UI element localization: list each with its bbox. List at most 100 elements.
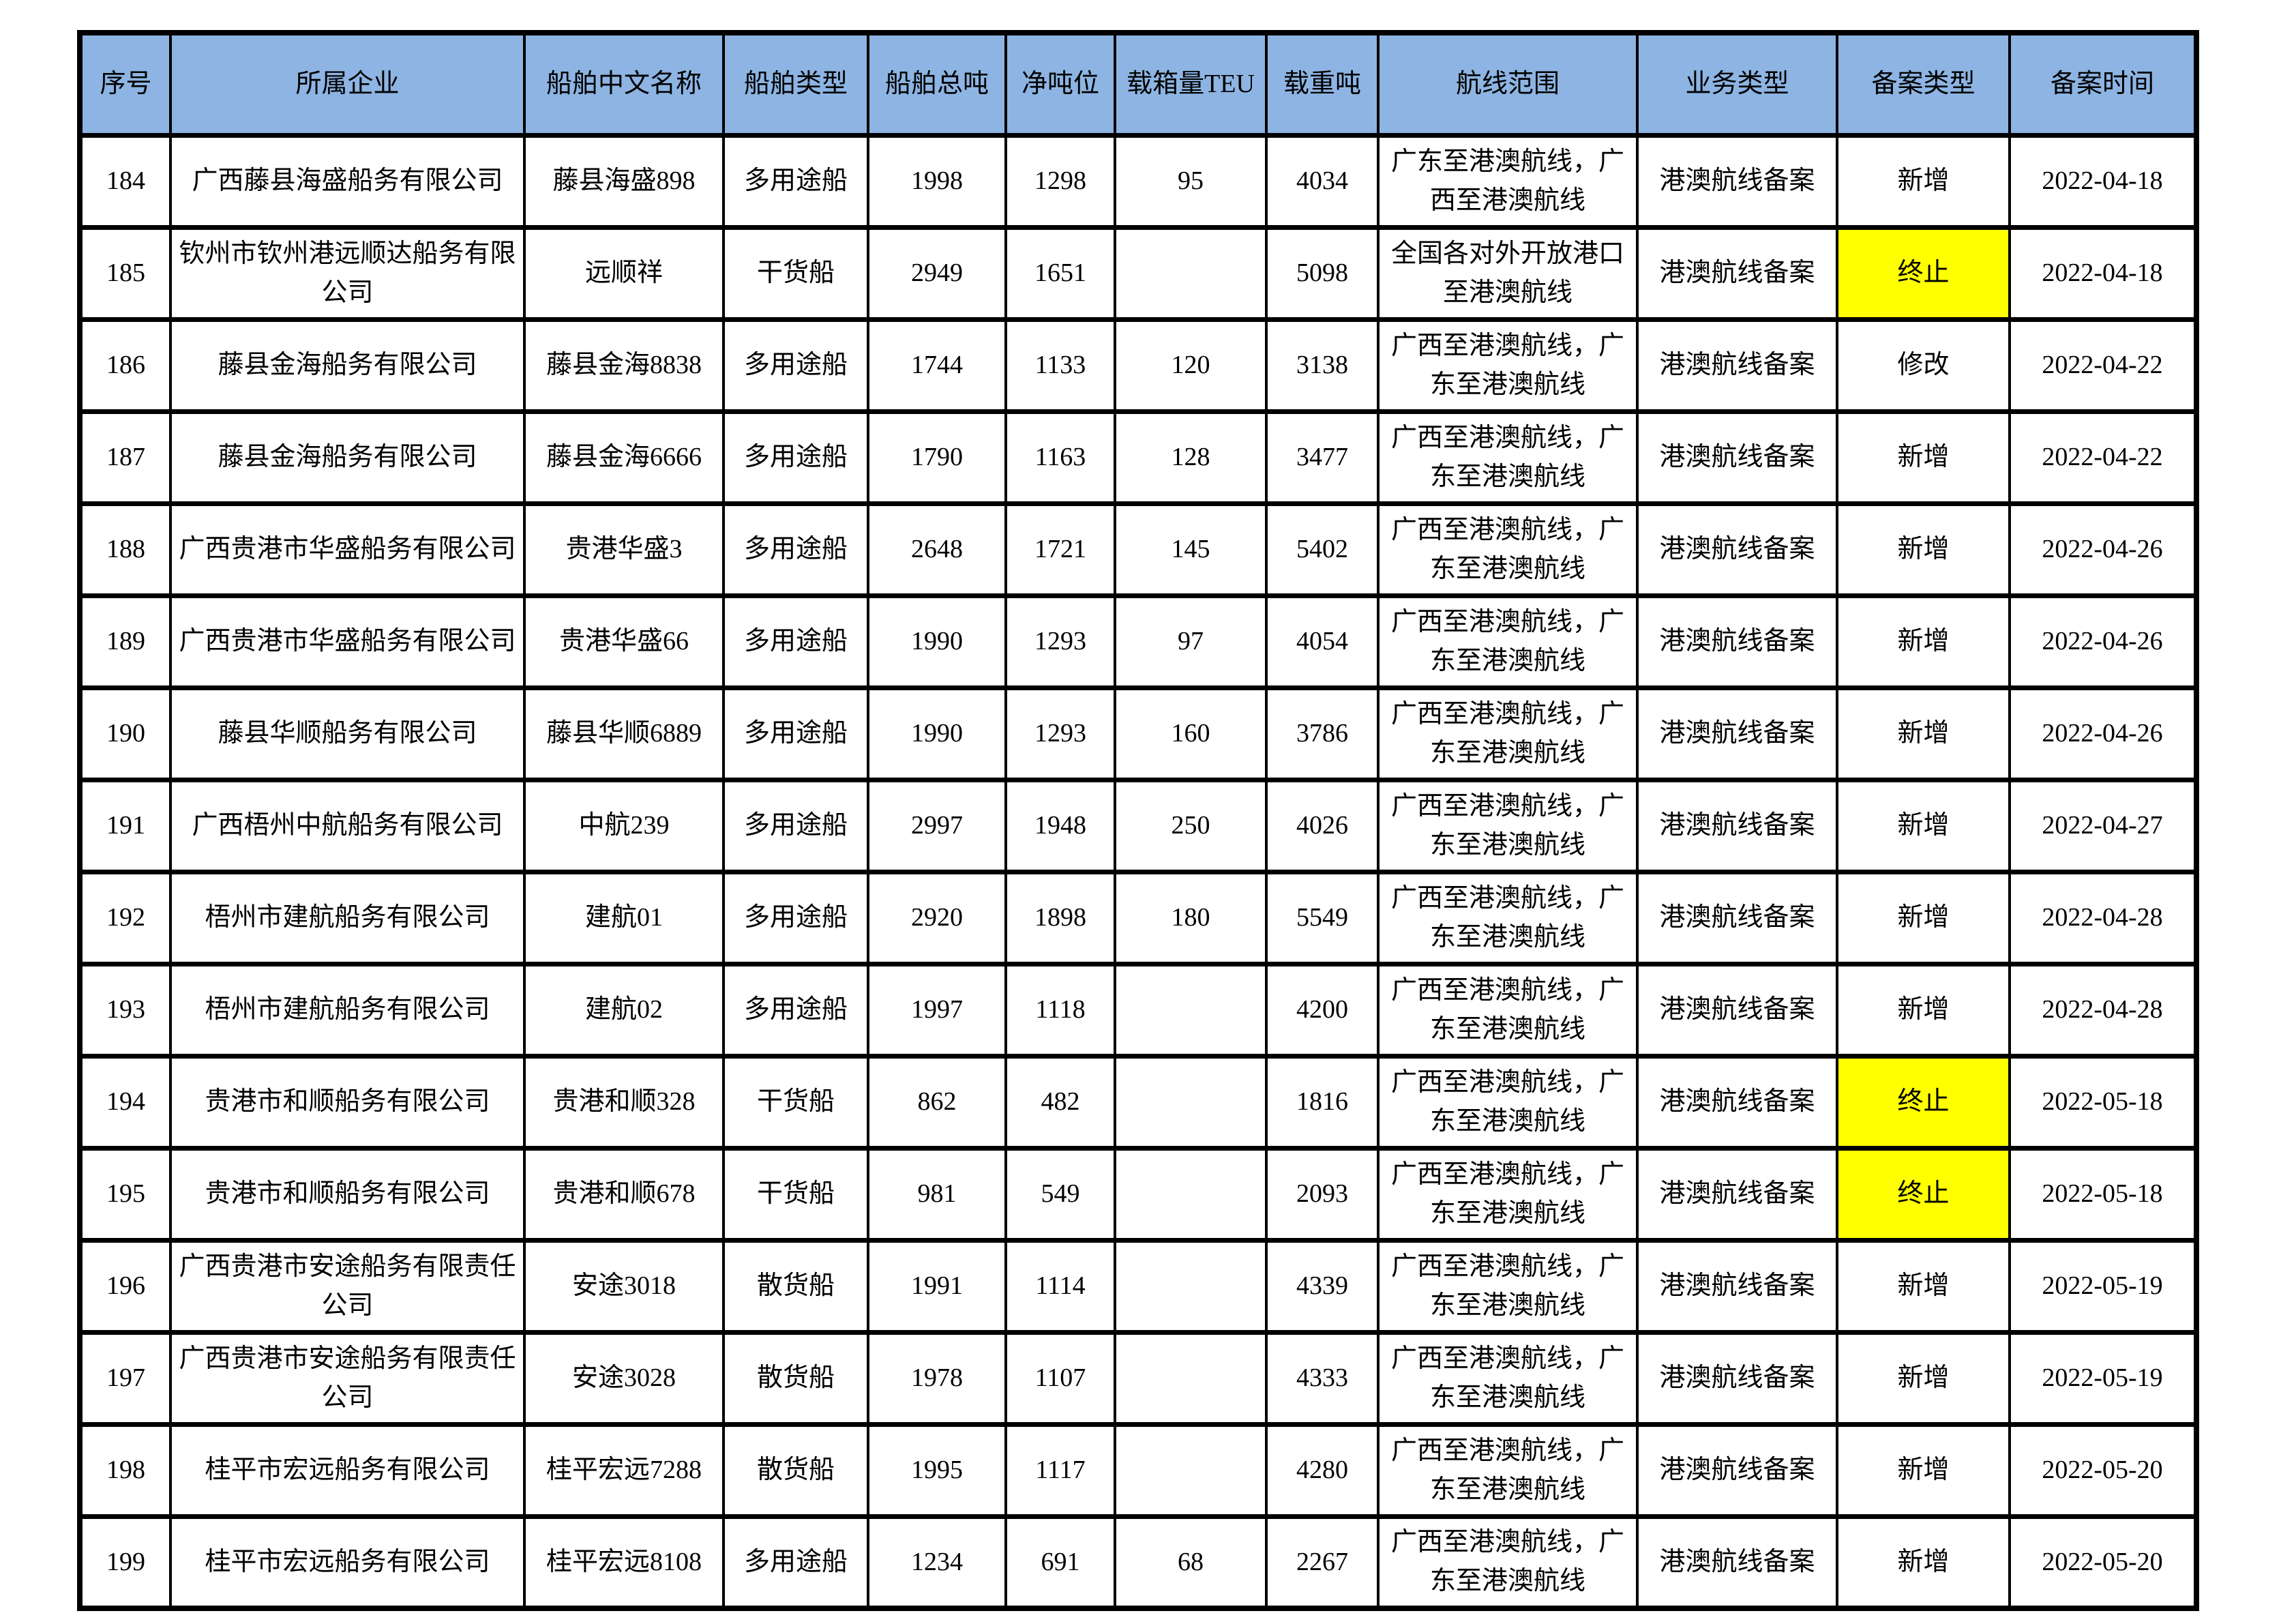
header-record-type: 备案类型 bbox=[1836, 30, 2011, 138]
cell-company: 贵港市和顺船务有限公司 bbox=[169, 1053, 526, 1151]
header-gross-tonnage: 船舶总吨 bbox=[867, 30, 1007, 138]
cell-net-tonnage: 1651 bbox=[1004, 224, 1116, 322]
cell-deadweight: 3786 bbox=[1265, 685, 1380, 782]
cell-teu bbox=[1114, 1053, 1268, 1151]
table-row: 191 广西梧州中航船务有限公司 中航239 多用途船 2997 1948 25… bbox=[78, 777, 2198, 874]
cell-company: 藤县金海船务有限公司 bbox=[169, 409, 526, 506]
cell-record-type: 新增 bbox=[1836, 132, 2011, 230]
cell-gross-tonnage: 2997 bbox=[867, 777, 1007, 874]
cell-record-date: 2022-04-28 bbox=[2008, 869, 2198, 966]
header-company: 所属企业 bbox=[169, 30, 526, 138]
cell-seq: 184 bbox=[78, 132, 172, 230]
cell-record-date: 2022-04-26 bbox=[2008, 685, 2198, 782]
cell-route: 广西至港澳航线，广东至港澳航线 bbox=[1377, 501, 1639, 598]
cell-company: 梧州市建航船务有限公司 bbox=[169, 961, 526, 1059]
table-row: 196 广西贵港市安途船务有限责任公司 安途3018 散货船 1991 1114… bbox=[78, 1237, 2198, 1335]
cell-ship-type: 多用途船 bbox=[722, 593, 869, 690]
cell-deadweight: 4026 bbox=[1265, 777, 1380, 874]
cell-gross-tonnage: 1744 bbox=[867, 316, 1007, 414]
cell-record-date: 2022-04-26 bbox=[2008, 501, 2198, 598]
cell-ship-name: 桂平宏远8108 bbox=[523, 1514, 725, 1611]
cell-net-tonnage: 549 bbox=[1004, 1145, 1116, 1243]
cell-record-type: 终止 bbox=[1836, 1053, 2011, 1151]
cell-record-date: 2022-04-26 bbox=[2008, 593, 2198, 690]
cell-deadweight: 5098 bbox=[1265, 224, 1380, 322]
cell-gross-tonnage: 2920 bbox=[867, 869, 1007, 966]
table-row: 195 贵港市和顺船务有限公司 贵港和顺678 干货船 981 549 2093… bbox=[78, 1145, 2198, 1243]
cell-teu bbox=[1114, 961, 1268, 1059]
cell-ship-name: 藤县金海6666 bbox=[523, 409, 725, 506]
cell-gross-tonnage: 1991 bbox=[867, 1237, 1007, 1335]
cell-business-type: 港澳航线备案 bbox=[1636, 869, 1838, 966]
cell-company: 广西梧州中航船务有限公司 bbox=[169, 777, 526, 874]
cell-ship-type: 多用途船 bbox=[722, 961, 869, 1059]
cell-ship-name: 藤县华顺6889 bbox=[523, 685, 725, 782]
header-route: 航线范围 bbox=[1377, 30, 1639, 138]
cell-route: 广西至港澳航线，广东至港澳航线 bbox=[1377, 1053, 1639, 1151]
cell-ship-type: 多用途船 bbox=[722, 316, 869, 414]
cell-teu: 97 bbox=[1114, 593, 1268, 690]
cell-ship-type: 干货船 bbox=[722, 224, 869, 322]
cell-ship-type: 多用途船 bbox=[722, 685, 869, 782]
header-net-tonnage: 净吨位 bbox=[1004, 30, 1116, 138]
cell-ship-name: 贵港和顺678 bbox=[523, 1145, 725, 1243]
cell-ship-type: 散货船 bbox=[722, 1237, 869, 1335]
table-body: 184 广西藤县海盛船务有限公司 藤县海盛898 多用途船 1998 1298 … bbox=[78, 132, 2198, 1611]
cell-gross-tonnage: 1990 bbox=[867, 685, 1007, 782]
cell-teu: 250 bbox=[1114, 777, 1268, 874]
cell-seq: 188 bbox=[78, 501, 172, 598]
cell-ship-name: 安途3018 bbox=[523, 1237, 725, 1335]
cell-net-tonnage: 691 bbox=[1004, 1514, 1116, 1611]
cell-record-date: 2022-05-20 bbox=[2008, 1421, 2198, 1519]
cell-ship-type: 干货船 bbox=[722, 1053, 869, 1151]
cell-seq: 195 bbox=[78, 1145, 172, 1243]
cell-teu: 145 bbox=[1114, 501, 1268, 598]
cell-company: 桂平市宏远船务有限公司 bbox=[169, 1421, 526, 1519]
cell-gross-tonnage: 981 bbox=[867, 1145, 1007, 1243]
cell-ship-type: 散货船 bbox=[722, 1329, 869, 1427]
cell-teu: 68 bbox=[1114, 1514, 1268, 1611]
cell-record-type: 新增 bbox=[1836, 1237, 2011, 1335]
table-row: 192 梧州市建航船务有限公司 建航01 多用途船 2920 1898 180 … bbox=[78, 869, 2198, 966]
cell-gross-tonnage: 1978 bbox=[867, 1329, 1007, 1427]
table-row: 188 广西贵港市华盛船务有限公司 贵港华盛3 多用途船 2648 1721 1… bbox=[78, 501, 2198, 598]
cell-deadweight: 4034 bbox=[1265, 132, 1380, 230]
cell-net-tonnage: 1898 bbox=[1004, 869, 1116, 966]
cell-deadweight: 5549 bbox=[1265, 869, 1380, 966]
cell-net-tonnage: 1163 bbox=[1004, 409, 1116, 506]
cell-ship-name: 建航01 bbox=[523, 869, 725, 966]
table-row: 193 梧州市建航船务有限公司 建航02 多用途船 1997 1118 4200… bbox=[78, 961, 2198, 1059]
cell-route: 广东至港澳航线，广西至港澳航线 bbox=[1377, 132, 1639, 230]
cell-gross-tonnage: 2949 bbox=[867, 224, 1007, 322]
cell-seq: 196 bbox=[78, 1237, 172, 1335]
cell-record-type: 新增 bbox=[1836, 685, 2011, 782]
cell-company: 广西贵港市华盛船务有限公司 bbox=[169, 501, 526, 598]
cell-teu: 128 bbox=[1114, 409, 1268, 506]
table-row: 185 钦州市钦州港远顺达船务有限公司 远顺祥 干货船 2949 1651 50… bbox=[78, 224, 2198, 322]
cell-deadweight: 2267 bbox=[1265, 1514, 1380, 1611]
cell-route: 广西至港澳航线，广东至港澳航线 bbox=[1377, 777, 1639, 874]
cell-ship-name: 桂平宏远7288 bbox=[523, 1421, 725, 1519]
cell-net-tonnage: 1133 bbox=[1004, 316, 1116, 414]
cell-deadweight: 4339 bbox=[1265, 1237, 1380, 1335]
cell-ship-name: 安途3028 bbox=[523, 1329, 725, 1427]
cell-company: 藤县金海船务有限公司 bbox=[169, 316, 526, 414]
cell-record-date: 2022-04-22 bbox=[2008, 316, 2198, 414]
cell-business-type: 港澳航线备案 bbox=[1636, 1237, 1838, 1335]
cell-business-type: 港澳航线备案 bbox=[1636, 1514, 1838, 1611]
cell-record-date: 2022-05-18 bbox=[2008, 1053, 2198, 1151]
cell-net-tonnage: 1293 bbox=[1004, 685, 1116, 782]
cell-seq: 187 bbox=[78, 409, 172, 506]
cell-record-date: 2022-04-27 bbox=[2008, 777, 2198, 874]
cell-business-type: 港澳航线备案 bbox=[1636, 1421, 1838, 1519]
cell-business-type: 港澳航线备案 bbox=[1636, 316, 1838, 414]
cell-teu: 180 bbox=[1114, 869, 1268, 966]
cell-seq: 197 bbox=[78, 1329, 172, 1427]
cell-ship-type: 多用途船 bbox=[722, 777, 869, 874]
cell-record-date: 2022-04-18 bbox=[2008, 132, 2198, 230]
cell-route: 广西至港澳航线，广东至港澳航线 bbox=[1377, 1514, 1639, 1611]
cell-gross-tonnage: 1234 bbox=[867, 1514, 1007, 1611]
cell-record-type: 修改 bbox=[1836, 316, 2011, 414]
cell-seq: 198 bbox=[78, 1421, 172, 1519]
cell-record-type: 新增 bbox=[1836, 593, 2011, 690]
